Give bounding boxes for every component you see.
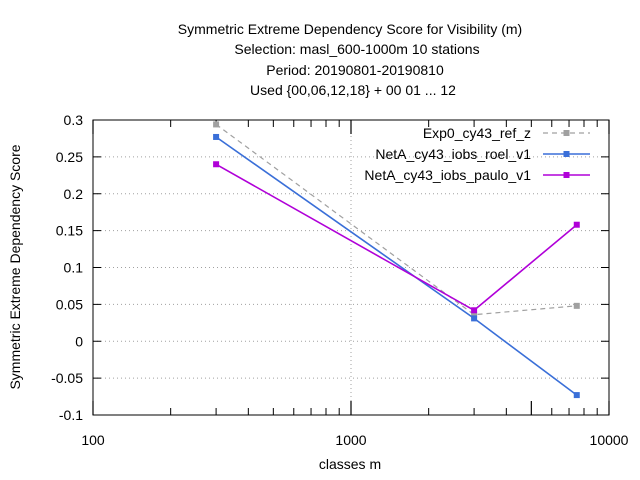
y-tick-label: -0.05 xyxy=(51,370,83,386)
series-1 xyxy=(213,121,580,318)
y-tick-label: -0.1 xyxy=(59,407,83,423)
data-point xyxy=(471,307,478,314)
legend-marker xyxy=(563,172,570,178)
title-line-1: Symmetric Extreme Dependency Score for V… xyxy=(178,21,522,37)
y-tick-label: 0.3 xyxy=(64,112,84,128)
data-point xyxy=(471,315,478,322)
axes: -0.1 -0.05 0 0.05 0.1 0.15 0.2 0.25 0.3 100 1000 10… xyxy=(51,112,629,448)
y-tick-label: 0.25 xyxy=(56,149,83,165)
legend: Exp0_cy43_ref_z NetA_cy43_iobs_roel_v1 Net… xyxy=(364,125,590,183)
series-3 xyxy=(213,161,580,314)
legend-label: NetA_cy43_iobs_paulo_v1 xyxy=(364,167,531,183)
grid xyxy=(93,120,609,415)
y-tick-label: 0.15 xyxy=(56,223,83,239)
x-tick-label: 1000 xyxy=(335,432,366,448)
data-point xyxy=(573,392,580,399)
data-point xyxy=(573,302,580,309)
y-tick-label: 0 xyxy=(75,333,83,349)
title-line-4: Used {00,06,12,18} + 00 01 ... 12 xyxy=(250,82,456,98)
data-point xyxy=(213,133,220,140)
y-tick-label: 0.1 xyxy=(64,260,84,276)
chart-title: Symmetric Extreme Dependency Score for V… xyxy=(178,21,522,98)
series-layer xyxy=(213,121,580,399)
title-line-2: Selection: masl_600-1000m 10 stations xyxy=(234,41,479,57)
legend-marker xyxy=(563,151,570,157)
x-tick-label: 10000 xyxy=(590,432,629,448)
data-point xyxy=(213,161,220,168)
series-2 xyxy=(213,133,580,399)
data-point xyxy=(213,121,220,128)
x-axis-label: classes m xyxy=(319,456,381,472)
legend-label: Exp0_cy43_ref_z xyxy=(423,125,531,141)
data-point xyxy=(471,311,478,318)
y-tick-label: 0.2 xyxy=(64,186,84,202)
legend-marker xyxy=(563,130,570,136)
y-axis-label: Symmetric Extreme Dependency Score xyxy=(7,144,23,389)
legend-entry: NetA_cy43_iobs_paulo_v1 xyxy=(364,167,590,183)
x-tick-label: 100 xyxy=(81,432,105,448)
legend-entry: NetA_cy43_iobs_roel_v1 xyxy=(375,146,590,162)
y-tick-label: 0.05 xyxy=(56,296,83,312)
series-line xyxy=(215,163,578,312)
title-line-3: Period: 20190801-20190810 xyxy=(266,62,444,78)
legend-label: NetA_cy43_iobs_roel_v1 xyxy=(375,146,531,162)
series-line xyxy=(215,123,577,316)
legend-entry: Exp0_cy43_ref_z xyxy=(423,125,590,141)
plot-frame xyxy=(92,119,610,416)
data-point xyxy=(573,221,580,228)
